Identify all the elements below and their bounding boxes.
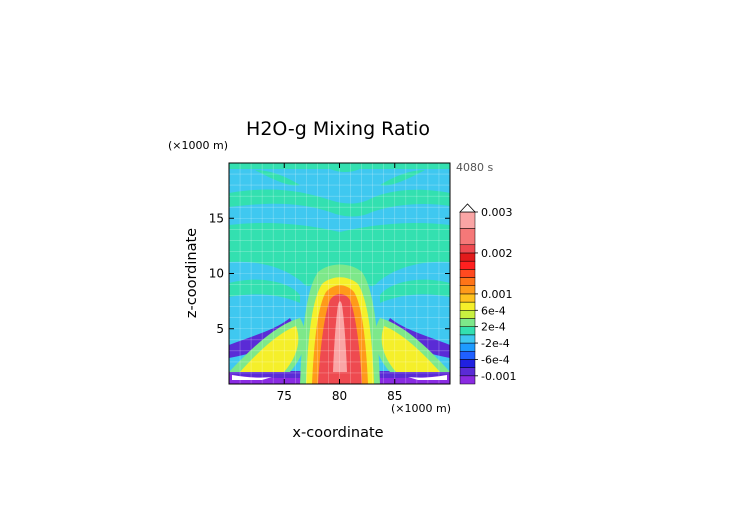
x-unit-label: (×1000 m) <box>391 402 451 415</box>
x-axis: 75 80 85 <box>277 163 402 403</box>
colorbar-segment <box>459 359 476 368</box>
colorbar-label: 6e-4 <box>481 304 506 317</box>
colorbar-label: 0.002 <box>481 247 513 260</box>
colorbar-segment <box>459 260 476 270</box>
colorbar-segment <box>459 310 476 319</box>
x-axis-label: x-coordinate <box>292 425 383 441</box>
colorbar-segment <box>459 342 476 352</box>
colorbar-label: -2e-4 <box>481 337 510 350</box>
colorbar-segment <box>459 228 476 246</box>
colorbar-segment <box>459 326 476 336</box>
y-axis: 5 10 15 <box>209 211 450 336</box>
heatmap-field <box>229 163 450 384</box>
colorbar-segment <box>459 367 476 377</box>
surface-white-left <box>232 375 272 380</box>
y-tick-label: 10 <box>209 267 224 281</box>
colorbar: 0.003 0.002 0.001 6e-4 2e-4 -2e-4 -6e-4 -0.001 <box>459 203 516 385</box>
colorbar-label: 0.001 <box>481 288 513 301</box>
colorbar-label: -6e-4 <box>481 353 510 366</box>
colorbar-segment <box>459 301 476 311</box>
colorbar-segment <box>459 293 476 303</box>
y-tick-label: 5 <box>216 322 224 336</box>
colorbar-segment <box>459 375 476 385</box>
chart-title: H2O-g Mixing Ratio <box>246 118 430 140</box>
surface-white-right <box>408 375 447 380</box>
colorbar-segment <box>459 334 476 344</box>
grid-lines <box>229 163 450 384</box>
y-axis-label: z-coordinate <box>184 228 200 318</box>
colorbar-segment <box>459 244 476 254</box>
colorbar-segment <box>459 350 476 360</box>
colorbar-segment <box>459 211 476 229</box>
x-tick-label: 85 <box>387 389 402 403</box>
y-tick-label: 15 <box>209 211 224 225</box>
x-tick-label: 80 <box>332 389 347 403</box>
colorbar-label: -0.001 <box>481 370 516 383</box>
left-arc-inner <box>240 326 299 372</box>
colorbar-segment <box>459 318 476 327</box>
x-tick-label: 75 <box>277 389 292 403</box>
plume-core <box>333 301 347 372</box>
time-label: 4080 s <box>456 161 493 174</box>
y-unit-label: (×1000 m) <box>168 139 228 152</box>
colorbar-label: 2e-4 <box>481 321 506 334</box>
colorbar-segment <box>459 269 476 278</box>
colorbar-segment <box>459 252 476 262</box>
colorbar-segment <box>459 285 476 295</box>
colorbar-overflow-triangle <box>459 203 476 213</box>
colorbar-label: 0.003 <box>481 206 513 219</box>
right-arc-inner <box>381 326 440 372</box>
colorbar-segment <box>459 277 476 286</box>
